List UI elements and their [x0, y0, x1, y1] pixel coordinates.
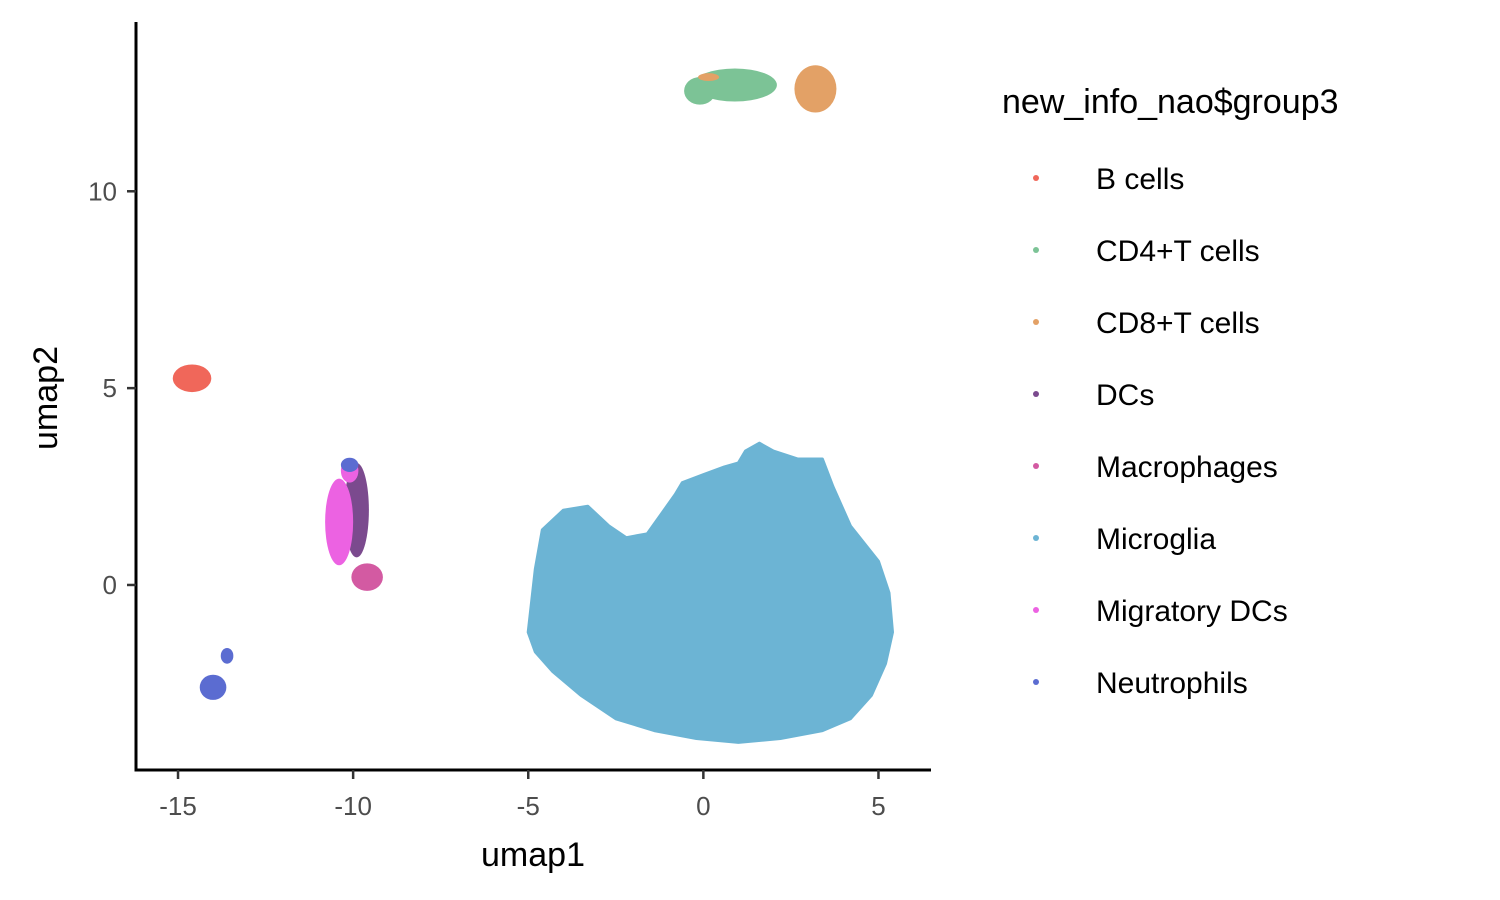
legend-item: Microglia	[1033, 523, 1216, 556]
x-tick-label: -15	[159, 791, 197, 821]
legend-item: Macrophages	[1033, 451, 1278, 484]
legend-label: Migratory DCs	[1096, 595, 1288, 628]
legend-key-dot	[1033, 247, 1039, 253]
cluster-point-cloud	[794, 65, 837, 113]
series-cd4-t-cells	[684, 68, 777, 105]
cluster-point-cloud	[351, 563, 383, 591]
cluster-point-cloud	[325, 478, 354, 566]
x-tick-label: -10	[334, 791, 372, 821]
legend-label: Macrophages	[1096, 451, 1278, 484]
cluster-point-cloud	[172, 364, 212, 393]
legend-title: new_info_nao$group3	[1002, 83, 1339, 121]
series-b-cells	[172, 364, 212, 393]
legend-label: B cells	[1096, 163, 1184, 196]
legend-label: CD4+T cells	[1096, 235, 1260, 268]
legend-label: Neutrophils	[1096, 667, 1248, 700]
legend-item: Neutrophils	[1033, 667, 1248, 700]
legend-label: CD8+T cells	[1096, 307, 1260, 340]
legend-key-dot	[1033, 607, 1039, 613]
x-axis-title: umap1	[481, 836, 585, 874]
legend-item: CD8+T cells	[1033, 307, 1260, 340]
x-ticks: -15 -10 -5 0 5	[159, 770, 886, 821]
y-tick-label: 0	[103, 570, 117, 600]
legend-key-dot	[1033, 391, 1039, 397]
cluster-point-cloud	[220, 647, 234, 664]
series-microglia	[526, 441, 894, 744]
cluster-point-cloud	[199, 674, 227, 700]
series-macrophages	[351, 563, 383, 591]
y-axis-title: umap2	[27, 346, 65, 450]
x-tick-label: 0	[696, 791, 710, 821]
y-tick-label: 10	[88, 176, 117, 206]
y-ticks: 0 5 10	[88, 176, 136, 600]
legend-key-dot	[1033, 175, 1039, 181]
cluster-point-cloud	[698, 73, 720, 82]
legend-key-dot	[1033, 463, 1039, 469]
points-layer	[172, 65, 894, 744]
cluster-point-cloud	[526, 441, 894, 744]
series-neutrophils	[199, 457, 359, 700]
legend-item: B cells	[1033, 163, 1184, 196]
y-tick-label: 5	[103, 373, 117, 403]
x-tick-label: 5	[871, 791, 885, 821]
legend-items: B cells CD4+T cells CD8+T cells DCs Macropha…	[1033, 163, 1288, 700]
x-tick-label: -5	[517, 791, 540, 821]
legend: new_info_nao$group3 B cells CD4+T cells CD…	[1002, 83, 1339, 700]
cluster-point-cloud	[684, 77, 716, 105]
cluster-point-cloud	[340, 457, 359, 472]
legend-item: CD4+T cells	[1033, 235, 1260, 268]
legend-item: Migratory DCs	[1033, 595, 1288, 628]
legend-key-dot	[1033, 679, 1039, 685]
legend-item: DCs	[1033, 379, 1154, 412]
legend-key-dot	[1033, 535, 1039, 541]
series-cd8-t-cells	[698, 65, 837, 113]
legend-key-dot	[1033, 319, 1039, 325]
legend-label: Microglia	[1096, 523, 1216, 556]
legend-label: DCs	[1096, 379, 1154, 412]
